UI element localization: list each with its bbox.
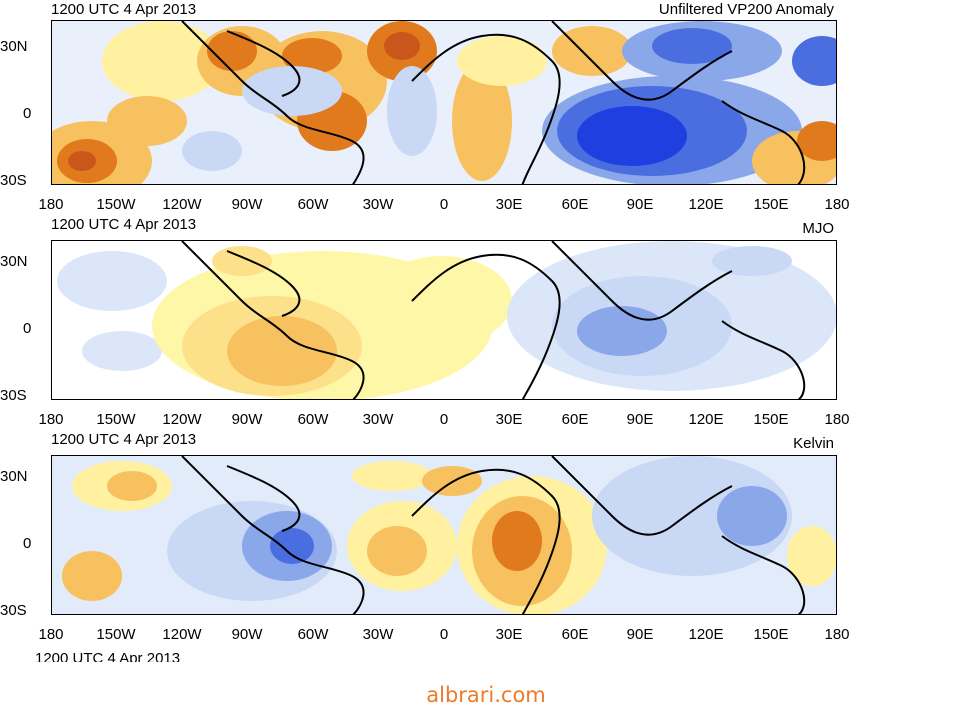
- lon-label: 60W: [297, 411, 329, 428]
- lon-label: 0: [439, 626, 449, 643]
- panel-timestamp: 1200 UTC 4 Apr 2013: [51, 431, 197, 448]
- lon-label: 180: [824, 196, 850, 213]
- lat-label: 30S: [0, 172, 27, 189]
- lon-label: 60W: [297, 626, 329, 643]
- lon-label: 150E: [753, 411, 789, 428]
- lat-label: 0: [23, 105, 32, 122]
- lon-label: 90W: [231, 626, 263, 643]
- lon-label: 120W: [162, 626, 202, 643]
- map-plot: [51, 455, 837, 615]
- lon-label: 60W: [297, 196, 329, 213]
- lon-label: 120W: [162, 196, 202, 213]
- lat-label: 30N: [0, 468, 28, 485]
- lat-label: 30S: [0, 387, 27, 404]
- lon-label: 150W: [96, 626, 136, 643]
- lon-label: 60E: [561, 626, 589, 643]
- panel-timestamp: 1200 UTC 4 Apr 2013: [51, 1, 197, 18]
- lon-label: 60E: [561, 196, 589, 213]
- lon-label: 30E: [495, 411, 523, 428]
- lat-label: 0: [23, 320, 32, 337]
- lon-label: 120E: [688, 411, 724, 428]
- panel-timestamp: 1200 UTC 4 Apr 2013: [51, 216, 197, 233]
- lon-label: 90E: [626, 411, 654, 428]
- lon-label: 180: [38, 196, 64, 213]
- panel-field-title: Unfiltered VP200 Anomaly: [658, 1, 834, 18]
- lon-label: 180: [38, 626, 64, 643]
- lat-label: 30N: [0, 38, 28, 55]
- lat-label: 30N: [0, 253, 28, 270]
- lon-label: 0: [439, 411, 449, 428]
- lon-label: 90E: [626, 196, 654, 213]
- lon-label: 120E: [688, 196, 724, 213]
- panel-mjo: 1200 UTC 4 Apr 2013 MJO 30N 0 30S 180 15…: [0, 215, 972, 430]
- panel-field-title: Kelvin: [793, 435, 834, 452]
- lon-label: 30E: [495, 196, 523, 213]
- lon-label: 120E: [688, 626, 724, 643]
- lat-label: 30S: [0, 602, 27, 619]
- lon-label: 0: [439, 196, 449, 213]
- lon-label: 180: [824, 626, 850, 643]
- lon-label: 180: [824, 411, 850, 428]
- lon-label: 30W: [362, 411, 394, 428]
- panel-kelvin: 1200 UTC 4 Apr 2013 Kelvin: [0, 430, 972, 645]
- lat-label: 0: [23, 535, 32, 552]
- map-plot: [51, 240, 837, 400]
- lon-label: 150W: [96, 196, 136, 213]
- next-panel-timestamp-cropped: 1200 UTC 4 Apr 2013: [35, 650, 181, 662]
- lon-label: 180: [38, 411, 64, 428]
- lon-label: 90E: [626, 626, 654, 643]
- lon-label: 120W: [162, 411, 202, 428]
- lon-label: 90W: [231, 411, 263, 428]
- lon-label: 150E: [753, 626, 789, 643]
- lon-label: 150E: [753, 196, 789, 213]
- lon-label: 30W: [362, 626, 394, 643]
- map-plot: [51, 20, 837, 185]
- panel-field-title: MJO: [802, 220, 834, 237]
- panel-unfiltered: 1200 UTC 4 Apr 2013 Unfiltered VP200 Ano…: [0, 0, 972, 215]
- lon-label: 150W: [96, 411, 136, 428]
- lon-label: 30W: [362, 196, 394, 213]
- lon-label: 60E: [561, 411, 589, 428]
- lon-label: 30E: [495, 626, 523, 643]
- watermark: albrari.com: [426, 683, 546, 707]
- lon-label: 90W: [231, 196, 263, 213]
